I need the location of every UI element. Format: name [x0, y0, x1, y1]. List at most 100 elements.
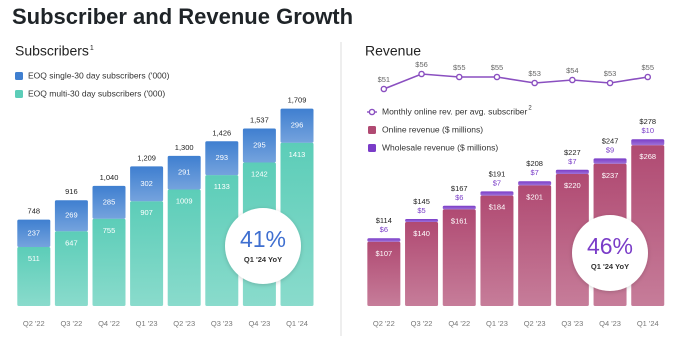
x-tick-label: Q1 '24 — [286, 319, 308, 328]
bar-segment — [280, 108, 314, 143]
x-tick-label: Q1 '24 — [637, 319, 659, 328]
bar-segment — [405, 219, 439, 222]
line-marker — [531, 79, 538, 87]
data-label: 748 — [28, 207, 41, 216]
data-label: $191 — [489, 169, 506, 178]
badge — [572, 215, 648, 291]
bar-segment — [518, 181, 552, 186]
bar-segment — [442, 209, 476, 306]
superscript: 1 — [90, 45, 94, 52]
x-tick-label: Q3 '23 — [211, 319, 233, 328]
data-label: $55 — [641, 63, 654, 72]
data-label: $167 — [451, 184, 468, 193]
bar-segment — [242, 128, 276, 163]
data-label: 755 — [103, 226, 116, 235]
badge-value: 41% — [240, 226, 286, 252]
data-label: $5 — [417, 206, 425, 215]
data-label: $6 — [380, 225, 388, 234]
data-label: $7 — [493, 178, 501, 187]
legend-swatch — [368, 144, 376, 152]
data-label: 1,537 — [250, 115, 269, 124]
bar-segment — [130, 166, 164, 202]
legend-label: Wholesale revenue ($ millions) — [382, 142, 498, 152]
data-label: $7 — [530, 168, 538, 177]
bar-segment — [480, 195, 514, 306]
data-label: $247 — [602, 136, 619, 145]
x-tick-label: Q4 '22 — [98, 319, 120, 328]
data-label: 237 — [28, 228, 41, 237]
data-label: 302 — [140, 179, 153, 188]
x-tick-label: Q4 '23 — [599, 319, 621, 328]
data-label: $227 — [564, 148, 581, 157]
data-label: $55 — [453, 63, 466, 72]
badge-label: Q1 '24 YoY — [591, 262, 629, 271]
data-label: 1,426 — [212, 128, 231, 137]
bar-segment — [167, 155, 201, 190]
line-marker — [380, 85, 388, 93]
data-label: $268 — [639, 152, 656, 161]
bar-segment — [205, 175, 239, 306]
chart-title: Revenue — [365, 43, 421, 59]
x-tick-label: Q2 '23 — [173, 319, 195, 328]
chart-title: Subscribers — [15, 43, 89, 59]
legend-marker — [368, 108, 376, 116]
data-label: 1,709 — [288, 96, 307, 105]
bar-segment — [442, 205, 476, 210]
data-label: $107 — [376, 249, 393, 258]
x-tick-label: Q1 '23 — [136, 319, 158, 328]
data-label: 1133 — [214, 182, 230, 191]
bar-segment — [92, 185, 126, 219]
data-label: $201 — [526, 192, 543, 201]
legend-label: Monthly online rev. per avg. subscriber — [382, 106, 528, 116]
legend-label: EOQ single-30 day subscribers ('000) — [28, 70, 170, 80]
legend-swatch — [15, 72, 23, 80]
data-label: $208 — [526, 159, 543, 168]
page-title: Subscriber and Revenue Growth — [12, 4, 353, 29]
badge-label: Q1 '24 YoY — [244, 255, 282, 264]
data-label: $10 — [641, 126, 654, 135]
bar-segment — [54, 231, 88, 306]
data-label: $184 — [489, 203, 506, 212]
data-label: $53 — [604, 69, 617, 78]
bar-segment — [480, 191, 514, 196]
bar-segment — [92, 218, 126, 306]
data-label: 1,209 — [137, 153, 156, 162]
data-label: 916 — [65, 187, 78, 196]
data-label: 296 — [291, 121, 304, 130]
bar-segment — [405, 222, 439, 306]
x-tick-label: Q3 '22 — [60, 319, 82, 328]
data-label: $278 — [639, 117, 656, 126]
data-label: $237 — [602, 171, 619, 180]
bar-segment — [593, 158, 627, 164]
bar-segment — [54, 200, 88, 232]
legend-label: EOQ multi-30 day subscribers ('000) — [28, 88, 165, 98]
superscript: 2 — [528, 106, 532, 112]
data-label: $56 — [415, 60, 428, 69]
bar-segment — [631, 139, 665, 146]
bar-segment — [17, 219, 51, 247]
bar-segment — [167, 189, 201, 306]
bar-segment — [17, 246, 51, 306]
bar-segment — [555, 169, 589, 174]
data-label: 1,300 — [175, 143, 194, 152]
data-label: $51 — [378, 75, 391, 84]
data-label: 1413 — [289, 150, 306, 159]
data-label: $145 — [413, 197, 430, 206]
line-marker — [644, 73, 652, 81]
data-label: 907 — [140, 208, 153, 217]
legend-swatch — [15, 90, 23, 98]
data-label: 1,040 — [100, 173, 119, 182]
bar-segment — [367, 241, 401, 306]
x-tick-label: Q2 '22 — [23, 319, 45, 328]
data-label: $161 — [451, 216, 468, 225]
x-tick-label: Q2 '22 — [373, 319, 395, 328]
data-label: $54 — [566, 66, 579, 75]
line-marker — [455, 73, 463, 81]
legend-label: Online revenue ($ millions) — [382, 124, 483, 134]
bar-segment — [130, 201, 164, 306]
data-label: $55 — [491, 63, 504, 72]
data-label: 291 — [178, 168, 191, 177]
data-label: 293 — [216, 153, 229, 162]
x-tick-label: Q3 '23 — [561, 319, 583, 328]
